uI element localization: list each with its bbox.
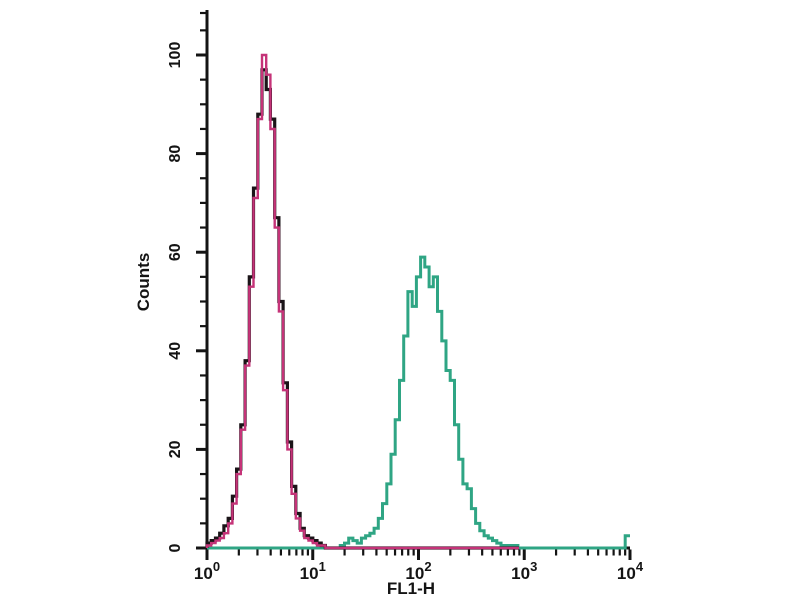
x-decade-label: 101 — [300, 559, 326, 583]
series-layer — [205, 53, 630, 550]
y-tick-label: 0 — [167, 543, 184, 552]
x-decade-label: 104 — [617, 559, 644, 583]
y-tick-label: 40 — [167, 342, 184, 360]
series-path-control-red — [205, 53, 519, 550]
series-path-stained-green — [207, 255, 630, 550]
y-tick-label: 60 — [167, 243, 184, 261]
x-axis-title: FL1-H — [387, 579, 435, 598]
y-axis-title: Counts — [134, 253, 153, 312]
y-tick-label: 80 — [167, 145, 184, 163]
y-tick-label: 20 — [167, 440, 184, 458]
y-tick-label: 100 — [167, 42, 184, 69]
series-path-control-black — [205, 68, 519, 550]
x-decade-label: 100 — [194, 559, 220, 583]
x-decade-label: 103 — [511, 559, 537, 583]
